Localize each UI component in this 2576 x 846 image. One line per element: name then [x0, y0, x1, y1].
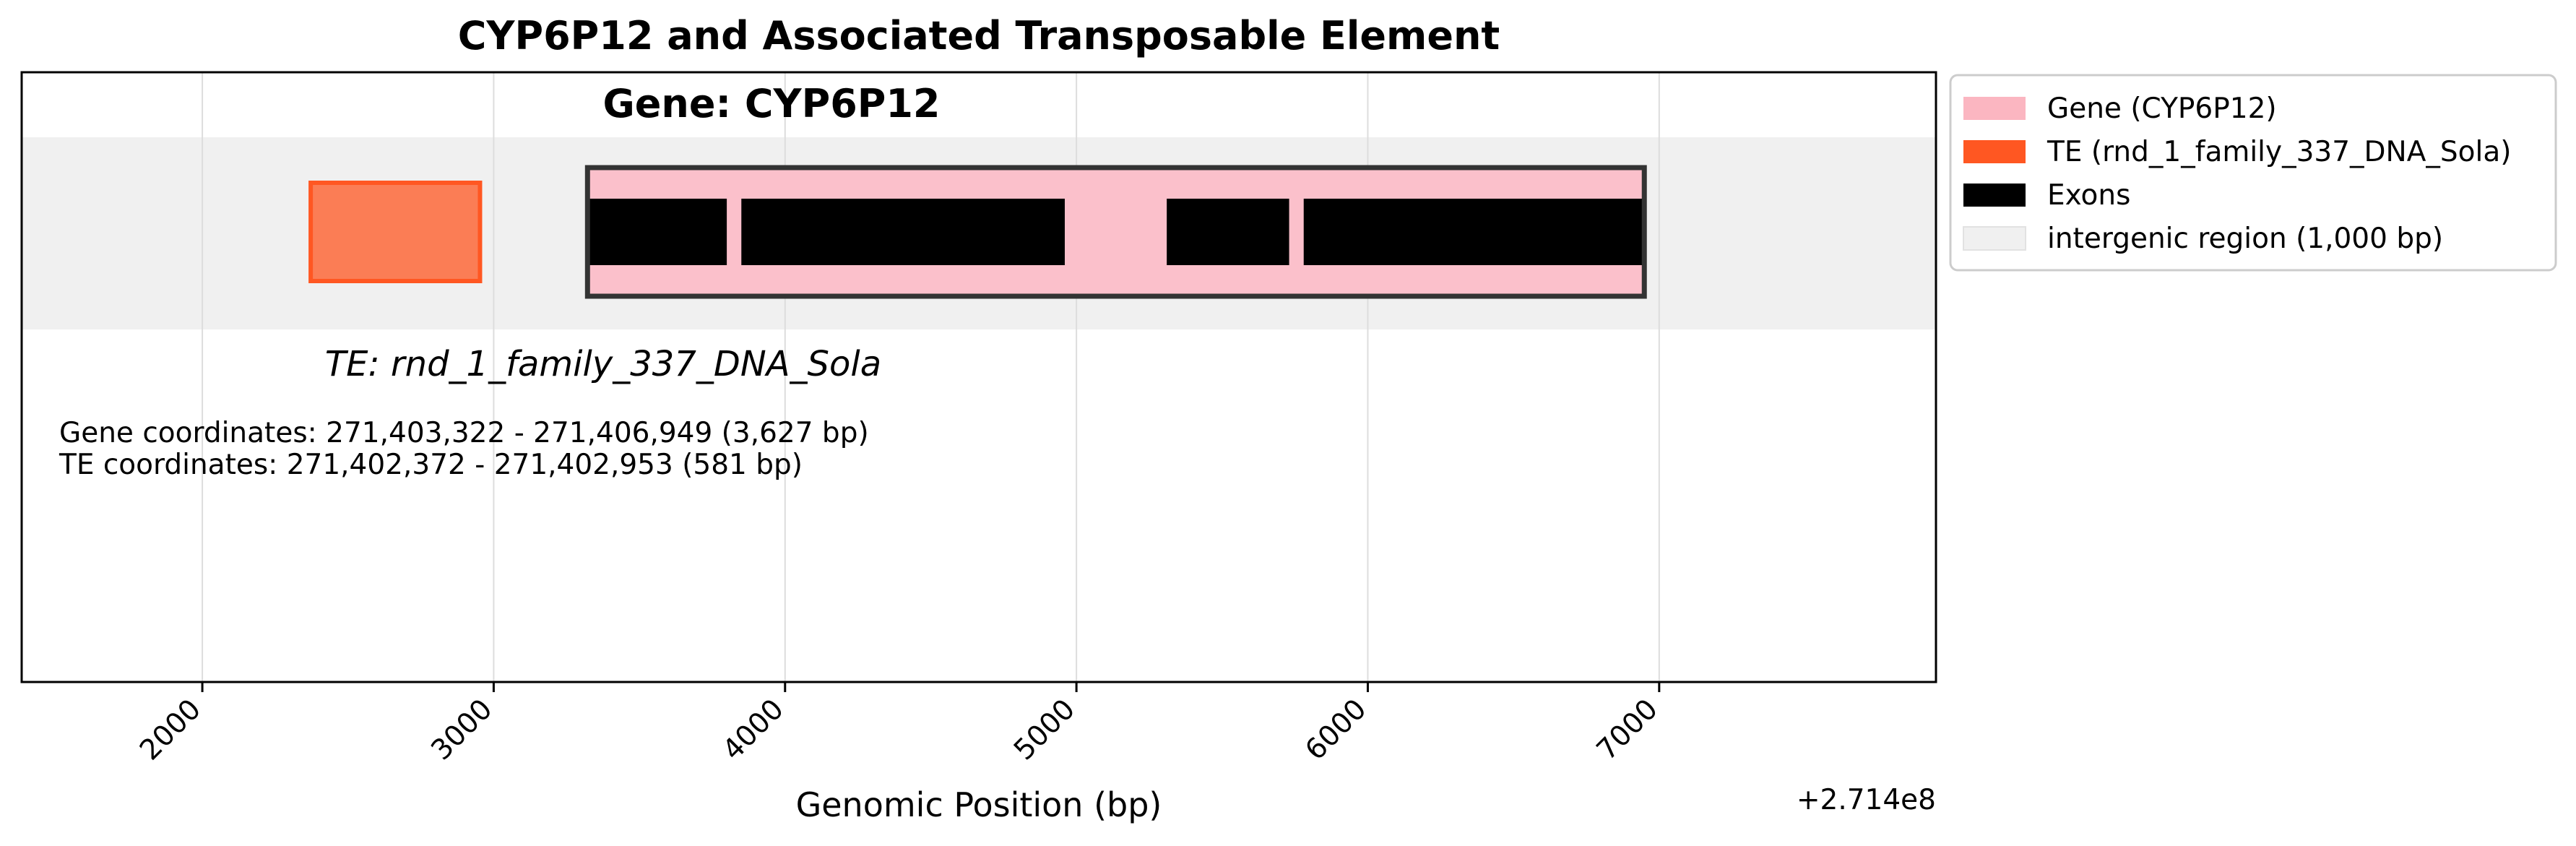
legend-swatch: [1963, 97, 2026, 120]
legend-swatch: [1963, 184, 2026, 207]
exon-block: [587, 199, 727, 265]
x-axis-label: Genomic Position (bp): [796, 785, 1162, 824]
plot-marks: [308, 165, 1647, 299]
x-axis-offset-label: +2.714e8: [1797, 784, 1936, 816]
te-label: TE: rnd_1_family_337_DNA_Sola: [325, 344, 881, 384]
legend-label: intergenic region (1,000 bp): [2047, 223, 2443, 255]
chart-title: CYP6P12 and Associated Transposable Elem…: [458, 13, 1500, 59]
plot-frame: [20, 71, 1937, 683]
legend-frame: [1949, 74, 2557, 272]
exon-block: [1303, 199, 1645, 265]
gene-outline: [584, 165, 1647, 299]
te-block: [308, 181, 483, 283]
legend-label: TE (rnd_1_family_337_DNA_Sola): [2046, 136, 2511, 168]
gene-label: Gene: CYP6P12: [602, 81, 940, 126]
legend-swatch: [1963, 226, 2026, 251]
legend-swatch: [1963, 140, 2026, 163]
legend-label: Gene (CYP6P12): [2047, 92, 2277, 125]
legend-label: Exons: [2047, 179, 2130, 212]
exon-block: [1167, 199, 1289, 265]
legend: Gene (CYP6P12) TE (rnd_1_family_337_DNA_S…: [1949, 74, 2557, 272]
gene-coordinates-annotation: Gene coordinates: 271,403,322 - 271,406,…: [59, 417, 869, 449]
te-coordinates-annotation: TE coordinates: 271,402,372 - 271,402,95…: [59, 449, 803, 481]
exon-block: [741, 199, 1065, 265]
